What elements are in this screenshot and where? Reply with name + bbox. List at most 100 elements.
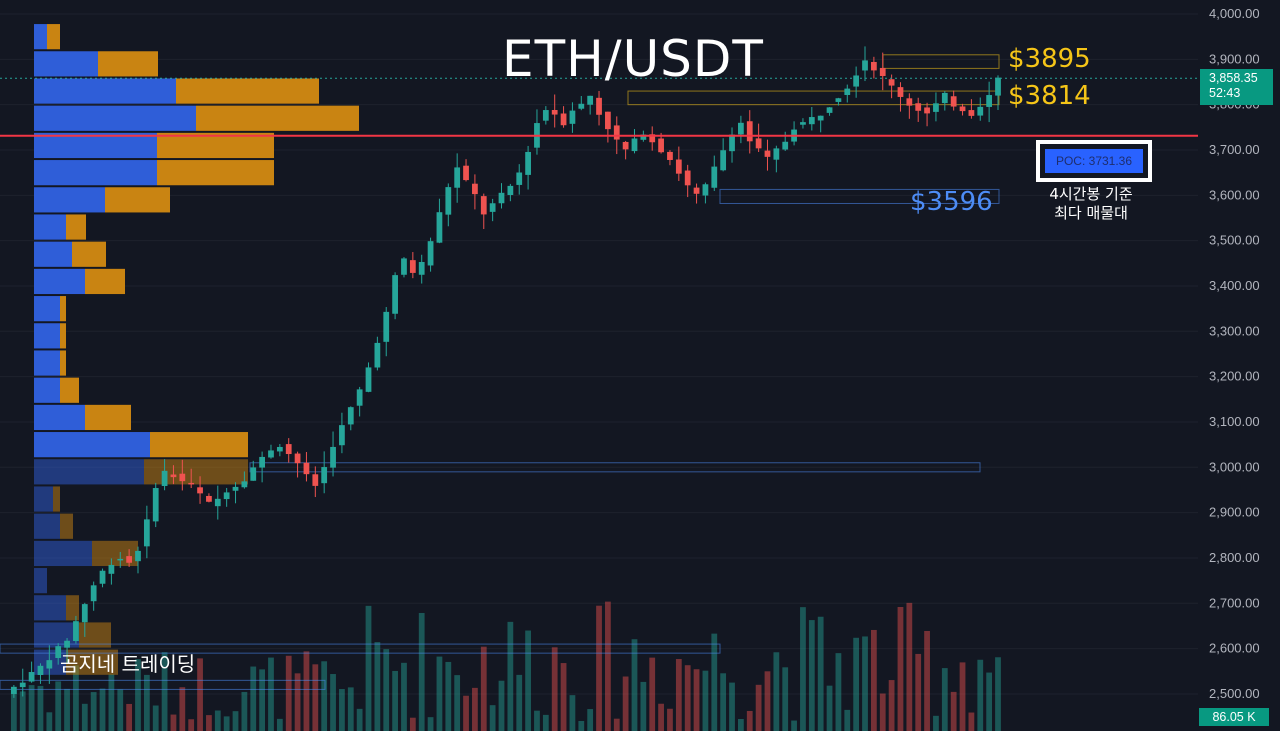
volume-bar [392, 670, 398, 731]
last-price: 3,858.35 [1209, 71, 1258, 85]
candle-body [782, 141, 789, 150]
volume-profile-buy [34, 296, 60, 322]
y-tick-label: 3,000.00 [1209, 459, 1260, 474]
volume-bar [365, 605, 372, 731]
volume-profile-sell [85, 404, 131, 431]
candle-body [870, 61, 877, 71]
candle-body [418, 262, 425, 275]
volume-bar [463, 695, 469, 731]
volume-bar [498, 680, 505, 731]
volume-bar [968, 712, 975, 731]
candle-body [640, 134, 647, 140]
price-zone [627, 90, 1000, 106]
volume-bar [445, 661, 452, 731]
candle-body [915, 103, 922, 111]
candle-body [161, 470, 168, 487]
volume-bar [534, 710, 540, 731]
price-zone [719, 188, 1000, 204]
volume-bar [738, 718, 744, 731]
candle-body [613, 125, 620, 140]
volume-bar [569, 695, 576, 731]
candle-body [19, 682, 26, 688]
volume-profile-sell [157, 132, 274, 159]
candle-body [179, 473, 186, 482]
y-tick-label: 2,900.00 [1209, 505, 1260, 520]
candle-body [152, 488, 159, 522]
price-axis[interactable]: 4,000.003,900.003,800.003,700.003,600.00… [1209, 6, 1260, 701]
price-zone [249, 462, 981, 473]
candle-body [28, 672, 35, 682]
volume-bar [480, 646, 487, 731]
candle-body [135, 550, 141, 562]
volume-bar [667, 708, 673, 731]
volume-bar [605, 601, 611, 731]
candle-body [800, 122, 806, 125]
candle-body [551, 109, 558, 115]
candle-body [143, 519, 150, 547]
volume-profile-sell [144, 459, 248, 485]
candle-body [853, 75, 860, 87]
candle-body [356, 389, 363, 406]
candle-body [117, 558, 124, 561]
volume-profile-sell [105, 187, 170, 213]
candle-body [480, 196, 487, 215]
volume-bar [152, 705, 159, 731]
volume-bar [800, 607, 806, 731]
candle-body [950, 96, 957, 107]
level-label-3895: $3895 [1008, 44, 1091, 74]
candle-body [73, 621, 79, 642]
volume-bar [427, 717, 434, 731]
volume-bar [472, 687, 478, 731]
volume-tag: 86.05 K [1199, 708, 1269, 726]
candle-body [560, 113, 567, 126]
volume-bar [879, 693, 886, 731]
volume-bar [436, 656, 443, 731]
volume-bar [675, 659, 682, 731]
candle-body [924, 107, 930, 114]
candle-body [206, 495, 212, 502]
volume-bar [959, 662, 966, 731]
volume-profile-sell [85, 268, 125, 295]
volume-profile-sell [66, 595, 79, 621]
level-label-3596: $3596 [910, 187, 993, 217]
volume-profile-buy [34, 51, 98, 77]
volume-bar [525, 630, 531, 731]
candle-body [489, 203, 496, 212]
y-tick-label: 2,800.00 [1209, 550, 1260, 565]
candle-body [729, 134, 735, 152]
volume-bar [454, 675, 461, 731]
candle-body [498, 192, 505, 204]
y-tick-label: 3,200.00 [1209, 369, 1260, 384]
volume-bar [232, 711, 239, 731]
volume-bar [268, 657, 274, 731]
poc-note-line2: 최다 매물대 [1054, 204, 1128, 222]
volume-bar [782, 667, 789, 731]
volume-profile-buy [34, 323, 60, 349]
candle-body [578, 103, 585, 109]
volume-profile-buy [34, 350, 60, 376]
volume-bar [720, 673, 727, 731]
volume-bar [126, 703, 133, 731]
candle-body [188, 482, 195, 485]
volume-bar [950, 691, 957, 731]
y-tick-label: 2,500.00 [1209, 686, 1260, 701]
candle-body [826, 107, 833, 113]
candle-body [409, 260, 416, 273]
price-zone [882, 54, 1000, 69]
candle-body [126, 556, 133, 563]
candle-body [321, 467, 328, 484]
candle-body [844, 88, 851, 95]
volume-profile-buy [34, 540, 92, 567]
candle-body [746, 121, 753, 142]
volume-bar [640, 681, 647, 731]
volume-bar [143, 674, 150, 731]
volume-bar [303, 651, 310, 731]
volume-bar [826, 685, 833, 731]
poc-label-box: POC: 3731.36 [1036, 140, 1152, 182]
candle-body [436, 212, 443, 243]
volume-profile-sell [66, 649, 118, 675]
volume-bar [37, 685, 44, 731]
y-tick-label: 3,400.00 [1209, 278, 1260, 293]
candle-body [170, 474, 177, 478]
